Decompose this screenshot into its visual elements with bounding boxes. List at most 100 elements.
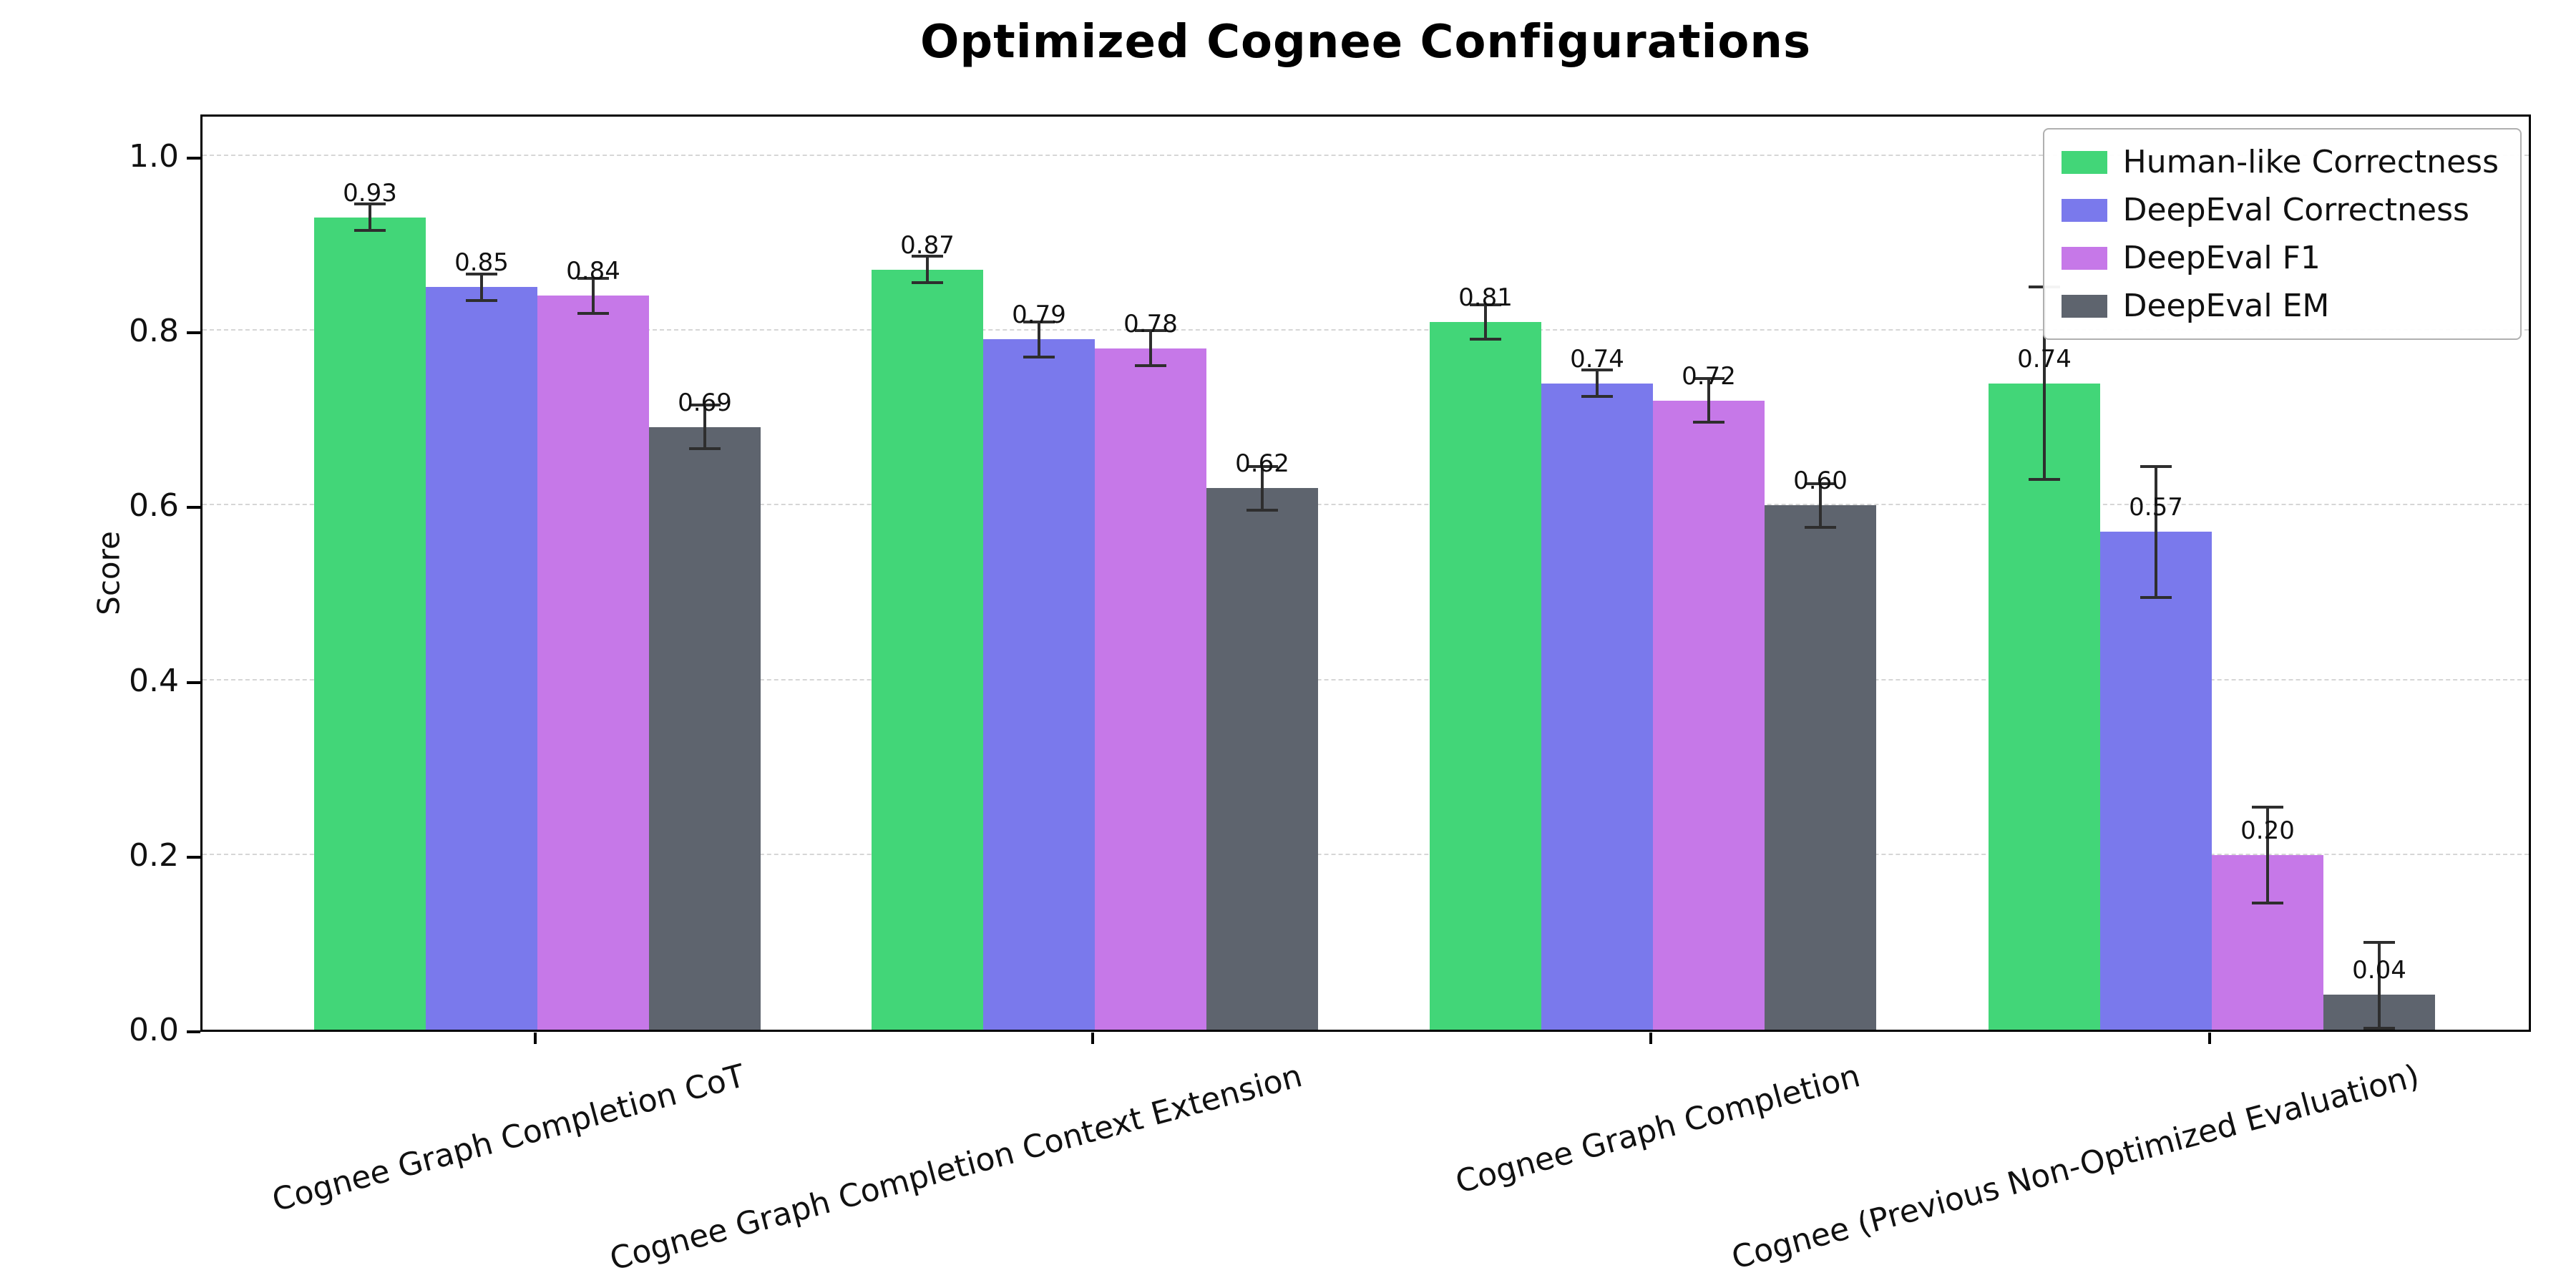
- error-bar-line: [1149, 331, 1152, 366]
- error-bar-cap-bottom: [2140, 595, 2172, 599]
- bar: [1765, 505, 1876, 1030]
- legend: Human-like Correctness DeepEval Correctne…: [2042, 128, 2522, 340]
- y-axis-label: Score: [91, 531, 127, 615]
- bar: [1206, 488, 1318, 1030]
- legend-swatch: [2061, 246, 2107, 270]
- y-tick-label: 0.0: [129, 1012, 179, 1048]
- error-bar-cap-bottom: [354, 228, 386, 232]
- legend-label: DeepEval F1: [2122, 240, 2321, 276]
- error-bar-line: [926, 256, 929, 283]
- error-bar-line: [592, 278, 595, 313]
- bar: [1653, 400, 1765, 1030]
- error-bar-cap-top: [1135, 329, 1166, 333]
- error-bar-cap-top: [1023, 321, 1055, 324]
- error-bar-cap-bottom: [1023, 355, 1055, 358]
- error-bar-line: [1484, 304, 1487, 340]
- error-bar-cap-top: [1581, 369, 1613, 372]
- error-bar-line: [1707, 379, 1710, 423]
- error-bar-line: [480, 273, 483, 301]
- error-bar-line: [2266, 806, 2269, 903]
- legend-item: DeepEval EM: [2061, 288, 2499, 324]
- x-category-label: Cognee Graph Completion CoT: [268, 1058, 749, 1219]
- y-tick-mark: [187, 1030, 200, 1033]
- error-bar-cap-top: [912, 255, 943, 258]
- bar-value-label: 0.04: [2352, 956, 2406, 985]
- legend-swatch: [2061, 198, 2107, 222]
- bar: [2100, 532, 2212, 1030]
- bar: [872, 269, 983, 1030]
- x-tick-mark: [534, 1033, 537, 1044]
- legend-label: Human-like Correctness: [2122, 144, 2499, 180]
- legend-swatch: [2061, 294, 2107, 318]
- y-tick-label: 0.6: [129, 487, 179, 525]
- error-bar-cap-top: [466, 272, 497, 275]
- bar: [537, 296, 649, 1030]
- error-bar-line: [2378, 942, 2381, 1030]
- error-bar-cap-top: [1470, 303, 1501, 306]
- bar: [1430, 322, 1541, 1030]
- bar: [314, 217, 426, 1030]
- error-bar-cap-top: [2140, 464, 2172, 468]
- y-tick-label: 0.8: [129, 313, 179, 350]
- error-bar-cap-bottom: [1805, 525, 1836, 529]
- error-bar-cap-bottom: [2252, 901, 2283, 904]
- error-bar-cap-top: [1693, 377, 1724, 381]
- bar-value-label: 0.69: [678, 388, 732, 417]
- gridline: [203, 678, 2529, 680]
- x-category-label: Cognee Graph Completion: [1452, 1058, 1865, 1201]
- bar-value-label: 0.81: [1458, 283, 1513, 313]
- error-bar-cap-bottom: [2363, 1027, 2395, 1030]
- x-tick-mark: [1649, 1033, 1652, 1044]
- error-bar-line: [1596, 370, 1599, 396]
- y-tick-mark: [187, 855, 200, 859]
- error-bar-cap-bottom: [2029, 477, 2060, 481]
- error-bar-line: [1819, 483, 1822, 527]
- bar: [426, 287, 537, 1030]
- gridline: [203, 853, 2529, 855]
- gridline: [203, 329, 2529, 331]
- bar-value-label: 0.79: [1012, 301, 1066, 330]
- error-bar-cap-top: [1246, 464, 1278, 468]
- bar: [1541, 383, 1653, 1030]
- bar-value-label: 0.84: [566, 257, 620, 286]
- x-tick-mark: [2208, 1033, 2211, 1044]
- chart-title: Optimized Cognee Configurations: [919, 16, 1812, 69]
- error-bar-cap-bottom: [1693, 421, 1724, 424]
- bar: [649, 426, 761, 1030]
- error-bar-cap-top: [354, 203, 386, 206]
- legend-item: DeepEval F1: [2061, 240, 2499, 276]
- error-bar-cap-top: [2252, 805, 2283, 809]
- error-bar-cap-bottom: [1135, 364, 1166, 368]
- bar: [1095, 348, 1206, 1030]
- gridline: [203, 155, 2529, 157]
- bar-value-label: 0.85: [454, 248, 509, 278]
- y-tick-mark: [187, 331, 200, 335]
- y-tick-label: 0.2: [129, 836, 179, 874]
- error-bar-cap-top: [689, 404, 721, 407]
- bar-value-label: 0.60: [1793, 467, 1848, 496]
- error-bar-cap-top: [2363, 940, 2395, 944]
- bar-value-label: 0.74: [2017, 344, 2072, 374]
- error-bar-line: [703, 405, 706, 449]
- bar-value-label: 0.20: [2240, 816, 2295, 845]
- bar-value-label: 0.72: [1682, 361, 1736, 391]
- legend-item: DeepEval Correctness: [2061, 192, 2499, 228]
- error-bar-line: [369, 204, 371, 230]
- error-bar-cap-top: [1805, 482, 1836, 485]
- bar-value-label: 0.62: [1235, 449, 1289, 479]
- bar: [983, 339, 1095, 1030]
- gridline: [203, 504, 2529, 506]
- error-bar-cap-bottom: [1581, 394, 1613, 398]
- y-tick-mark: [187, 157, 200, 160]
- bar-value-label: 0.87: [900, 230, 955, 260]
- legend-label: DeepEval EM: [2122, 288, 2330, 324]
- bar-value-label: 0.57: [2129, 493, 2183, 522]
- plot-area: Human-like Correctness DeepEval Correctne…: [200, 114, 2531, 1032]
- error-bar-line: [1261, 466, 1264, 510]
- error-bar-cap-bottom: [689, 447, 721, 451]
- bar-value-label: 0.78: [1123, 309, 1178, 338]
- error-bar-line: [1038, 322, 1040, 357]
- error-bar-cap-top: [577, 276, 609, 280]
- legend-item: Human-like Correctness: [2061, 144, 2499, 180]
